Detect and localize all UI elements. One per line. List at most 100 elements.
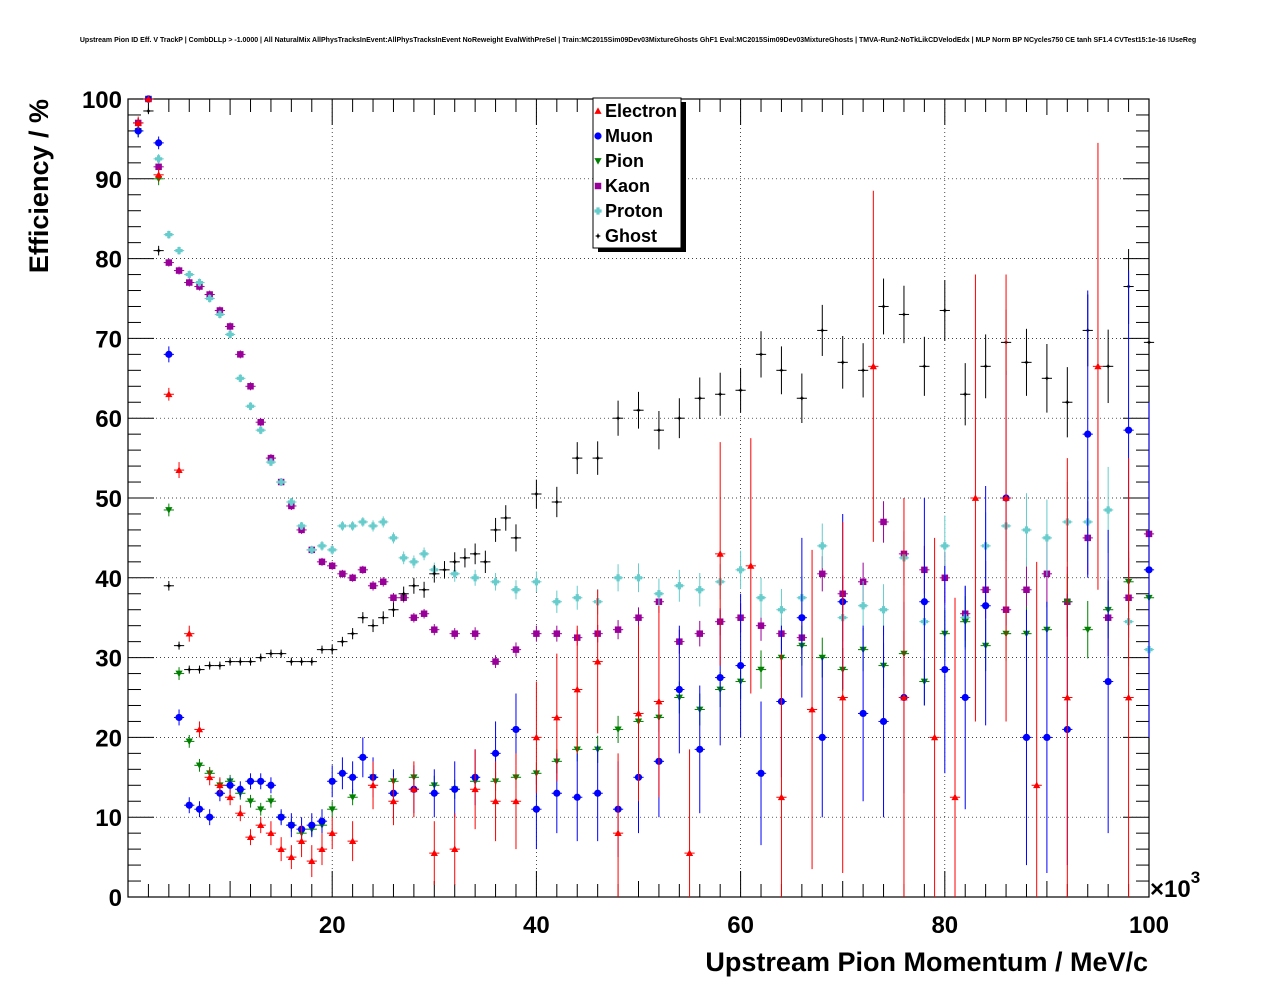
data-point (308, 821, 316, 829)
data-point (1084, 430, 1092, 438)
data-point (1022, 733, 1031, 742)
data-point (185, 801, 193, 809)
data-point (900, 311, 907, 318)
data-point (389, 534, 398, 542)
data-point (165, 231, 173, 239)
data-point (389, 797, 398, 805)
y-tick-label: 60 (95, 406, 122, 433)
data-point (471, 785, 479, 793)
data-point (1064, 399, 1071, 406)
data-point (155, 139, 163, 147)
legend: Electron Muon Pion Kaon Proton Ghost (592, 97, 686, 252)
data-point (778, 367, 785, 374)
data-point (410, 558, 418, 566)
x-tick-label: 20 (319, 912, 346, 939)
data-point (1043, 534, 1051, 542)
data-point (175, 267, 183, 274)
data-point (553, 498, 560, 505)
data-point (186, 279, 193, 286)
data-point (533, 630, 540, 637)
data-point (1084, 626, 1092, 634)
data-point (553, 789, 561, 797)
data-point (369, 522, 377, 530)
data-point (277, 845, 285, 852)
data-point (461, 554, 468, 561)
data-point (134, 119, 142, 126)
data-point (400, 590, 407, 597)
data-point (359, 753, 367, 761)
data-point (451, 558, 458, 565)
data-point (308, 546, 316, 554)
y-tick-label: 40 (95, 566, 122, 593)
data-point (185, 630, 193, 637)
data-point (339, 570, 346, 578)
data-point (175, 670, 183, 678)
legend-marker (594, 207, 602, 215)
data-point (716, 673, 724, 682)
data-point (185, 270, 193, 279)
data-point (553, 598, 561, 606)
data-point (1094, 362, 1102, 370)
x-axis-multiplier: ×103 (1150, 868, 1200, 903)
legend-entry-muon: Muon (594, 126, 653, 146)
data-point (267, 781, 275, 789)
data-point (717, 391, 724, 398)
data-point (246, 833, 255, 841)
data-point (941, 665, 949, 674)
data-point (1105, 363, 1112, 370)
data-point (808, 705, 816, 713)
data-point (369, 582, 377, 590)
x-tick-label: 80 (931, 912, 958, 939)
data-point (573, 594, 581, 602)
x-multiplier-base: ×10 (1150, 876, 1191, 903)
y-tick-label: 30 (95, 646, 122, 673)
data-point (1063, 693, 1071, 701)
data-point (614, 626, 622, 633)
data-point (277, 813, 285, 821)
data-point (134, 127, 142, 135)
data-point (451, 845, 459, 852)
data-point (777, 793, 786, 801)
data-point (400, 554, 408, 562)
data-point (1033, 781, 1041, 789)
data-point (410, 785, 418, 793)
data-point (349, 794, 357, 801)
data-point (257, 426, 265, 434)
data-point (941, 542, 949, 550)
data-point (257, 821, 265, 829)
data-point (839, 359, 846, 366)
data-point (737, 387, 744, 394)
data-point (451, 785, 459, 793)
data-point (594, 789, 602, 797)
legend-entry-pion: Pion (594, 151, 644, 171)
data-point (247, 383, 254, 390)
data-point (328, 546, 336, 554)
legend-label: Proton (605, 201, 663, 221)
data-point (451, 570, 459, 578)
y-tick-label: 80 (95, 247, 122, 274)
data-point (236, 374, 244, 382)
data-point (206, 662, 213, 669)
data-point (246, 402, 255, 410)
legend-marker (594, 182, 602, 190)
data-point (216, 310, 224, 319)
data-point (175, 466, 183, 473)
data-point (777, 606, 786, 614)
data-point (165, 259, 173, 266)
data-point (318, 542, 326, 550)
legend-entry-ghost: Ghost (595, 226, 657, 246)
data-point (318, 845, 326, 852)
data-point (226, 330, 234, 339)
chart-title: Upstream Pion ID Eff. V TrackP | CombDLL… (80, 37, 1196, 44)
data-point (675, 582, 683, 590)
data-point (237, 351, 244, 358)
data-point (226, 793, 234, 801)
x-tick-label: 60 (727, 912, 754, 939)
data-point (359, 614, 366, 621)
data-point (410, 582, 417, 589)
data-point (165, 507, 173, 514)
data-point (246, 798, 255, 805)
data-point (257, 418, 264, 426)
data-point (328, 562, 336, 570)
